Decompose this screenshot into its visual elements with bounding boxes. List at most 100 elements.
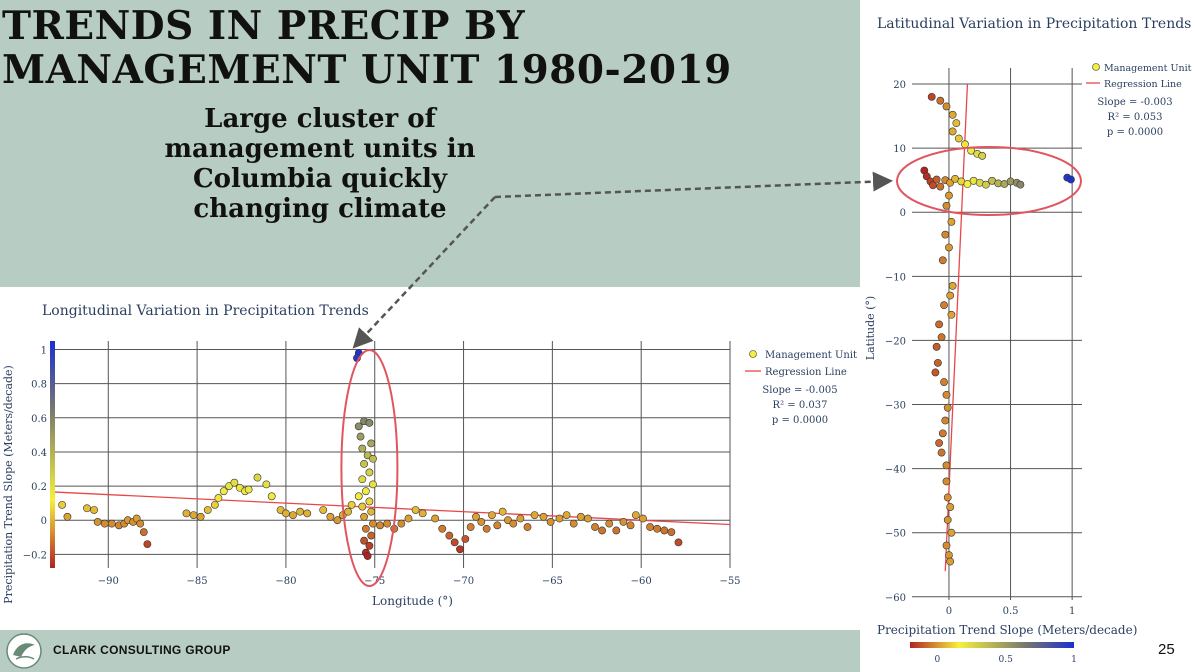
y-tick-label: 20 — [893, 80, 906, 91]
longitude-chart: Longitudinal Variation in Precipitation … — [0, 287, 860, 630]
regression-line — [54, 491, 731, 526]
data-point — [1016, 180, 1025, 189]
data-point — [978, 151, 987, 160]
callout-text: Large cluster of management units in Col… — [164, 104, 476, 224]
data-point — [196, 512, 205, 521]
data-point — [530, 511, 539, 519]
data-point — [404, 514, 413, 523]
regression-line — [944, 83, 969, 572]
data-point — [482, 524, 491, 533]
x-axis-label: Precipitation Trend Slope (Meters/decade… — [877, 623, 1137, 637]
data-point — [546, 518, 555, 526]
data-point — [418, 509, 427, 518]
slide-title-line-2: MANAGEMENT UNIT 1980-2019 — [2, 47, 732, 93]
data-point — [466, 523, 475, 531]
data-point — [612, 526, 621, 535]
data-point — [945, 243, 953, 252]
data-point — [230, 478, 239, 487]
data-point — [369, 480, 377, 489]
data-point — [936, 182, 945, 191]
data-point — [598, 526, 607, 535]
data-point — [937, 333, 946, 342]
chart-background — [860, 0, 1196, 672]
data-point — [667, 528, 676, 537]
data-point — [945, 191, 953, 200]
data-point — [143, 540, 152, 549]
data-point — [488, 511, 496, 519]
data-point — [354, 422, 363, 431]
legend-label: Regression Line — [765, 367, 847, 378]
data-point — [562, 511, 571, 519]
data-point — [493, 521, 502, 530]
data-point — [946, 557, 955, 566]
data-point — [1067, 175, 1075, 184]
colorbar — [910, 642, 1074, 648]
data-point — [139, 528, 148, 537]
data-point — [319, 506, 328, 514]
slide-title: TRENDS IN PRECIP BY MANAGEMENT UNIT 1980… — [2, 4, 732, 92]
data-point — [397, 519, 406, 528]
y-tick-label: −10 — [885, 272, 906, 283]
data-point — [943, 515, 952, 524]
data-point — [937, 448, 946, 457]
data-point — [344, 507, 352, 516]
data-point — [356, 432, 365, 441]
data-point — [361, 487, 370, 496]
data-point — [626, 521, 635, 530]
data-point — [523, 523, 532, 531]
data-point — [303, 509, 312, 518]
colorbar — [50, 341, 55, 568]
data-point — [660, 526, 669, 535]
data-point — [363, 552, 372, 560]
x-tick-label: −70 — [453, 576, 474, 587]
slide-title-line-1: TRENDS IN PRECIP BY — [2, 3, 526, 49]
data-point — [569, 519, 578, 528]
data-point — [360, 459, 368, 468]
y-tick-label: 0.8 — [31, 380, 47, 391]
y-tick-label: −20 — [885, 336, 906, 347]
data-point — [954, 134, 963, 143]
data-point — [360, 536, 368, 545]
data-point — [214, 494, 223, 502]
data-point — [943, 493, 952, 502]
data-point — [296, 507, 305, 516]
highlight-ellipse — [340, 349, 399, 587]
data-point — [927, 92, 936, 101]
data-point — [935, 439, 944, 447]
x-axis-label: Longitude (°) — [372, 594, 453, 608]
y-tick-label: −30 — [885, 401, 906, 412]
data-point — [942, 461, 951, 470]
x-tick-label: 0.5 — [1003, 606, 1019, 617]
data-point — [445, 531, 454, 540]
x-tick-label: −85 — [187, 576, 208, 587]
latitude-chart: Latitudinal Variation in Precipitation T… — [860, 0, 1196, 672]
data-point — [929, 181, 937, 190]
data-point — [369, 519, 377, 528]
stats-label: p = 0.0000 — [772, 415, 828, 426]
x-tick-label: −90 — [98, 576, 119, 587]
data-point — [933, 358, 942, 367]
data-point — [282, 509, 290, 518]
data-point — [947, 310, 956, 319]
colorbar-tick-label: 0 — [934, 655, 940, 665]
legend-marker-icon — [1092, 63, 1100, 71]
legend-label: Regression Line — [1104, 79, 1182, 90]
data-point — [365, 541, 374, 550]
data-point — [931, 368, 940, 377]
data-point — [946, 503, 955, 511]
data-point — [952, 119, 961, 128]
data-point — [942, 201, 951, 210]
data-point — [947, 528, 956, 537]
data-point — [619, 518, 628, 526]
data-point — [936, 96, 945, 105]
data-point — [498, 507, 507, 516]
data-point — [333, 516, 342, 525]
data-point — [354, 492, 363, 501]
legend-marker-icon — [749, 350, 757, 358]
data-point — [941, 230, 950, 239]
y-tick-label: −60 — [885, 593, 906, 604]
colorbar-tick-label: 0.5 — [999, 655, 1014, 665]
data-point — [539, 512, 548, 521]
data-point — [367, 531, 376, 540]
data-point — [367, 439, 376, 448]
